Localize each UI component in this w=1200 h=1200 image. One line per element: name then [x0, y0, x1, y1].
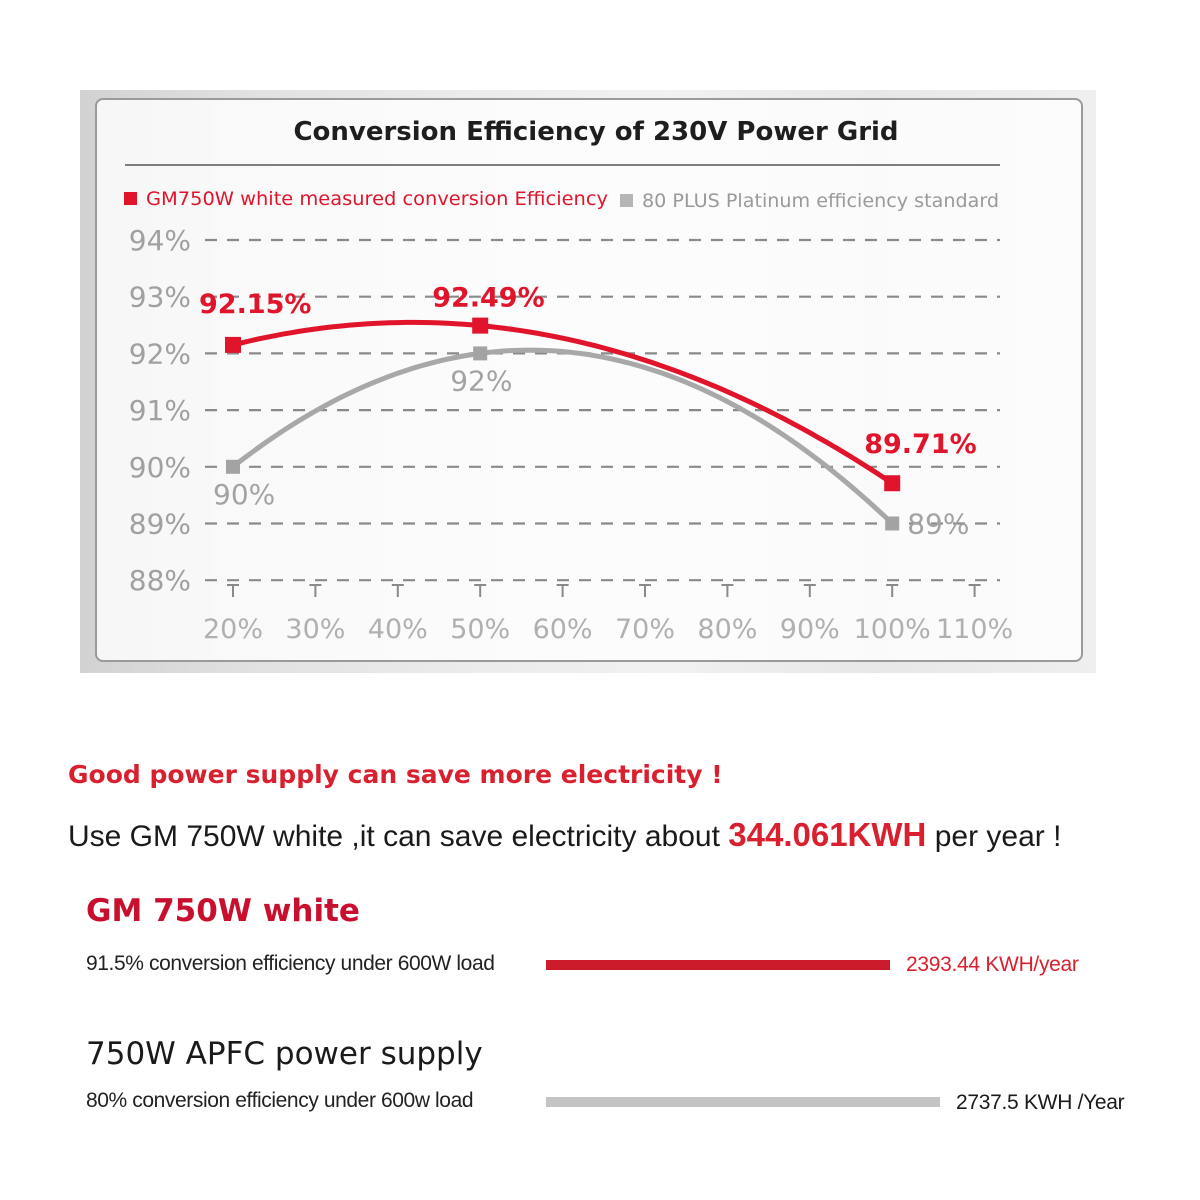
platinum-data-label: 89% [907, 508, 969, 541]
x-tick-label: 60% [533, 614, 593, 645]
gm750w-data-label: 89.71% [864, 429, 976, 460]
x-tick-label: 90% [780, 614, 840, 645]
y-tick-label: 90% [129, 451, 191, 484]
platinum-data-label: 92% [450, 364, 512, 397]
x-tick-label: 50% [450, 614, 510, 645]
x-tick-label: 70% [615, 614, 675, 645]
legend-swatch-gm750w [124, 192, 137, 205]
apfc-title: 750W APFC power supply [86, 1036, 483, 1072]
x-tick-label: 110% [936, 614, 1013, 645]
apfc-consumption-bar [546, 1097, 940, 1107]
gm750w-consumption-bar [546, 960, 890, 970]
platinum-point-marker [885, 516, 900, 531]
y-tick-label: 93% [129, 281, 191, 314]
gm750w-point-marker [472, 317, 489, 334]
legend-label-gm750w: GM750W white measured conversion Efficie… [146, 188, 608, 210]
gm750w-point-marker [225, 336, 241, 353]
x-tick-label: 100% [854, 614, 931, 645]
apfc-consumption-value: 2737.5 KWH /Year [956, 1091, 1125, 1114]
y-tick-label: 91% [129, 394, 191, 427]
y-tick-label: 92% [129, 337, 191, 370]
platinum-point-marker [226, 459, 240, 474]
gm750w-efficiency-line [232, 319, 894, 486]
legend-swatch-platinum [620, 194, 633, 207]
chart-title: Conversion Efficiency of 230V Power Grid [293, 117, 898, 147]
chart-panel [95, 98, 1083, 662]
x-tick-label: 20% [203, 614, 263, 645]
gm750w-data-label: 92.15% [199, 289, 311, 320]
y-tick-label: 94% [129, 224, 191, 257]
promo-savings-value: 344.061KWH [728, 816, 927, 853]
x-tick-label: 80% [697, 614, 757, 645]
x-tick-label: 40% [368, 614, 428, 645]
gm750w-consumption-value: 2393.44 KWH/year [906, 953, 1079, 976]
efficiency-chart: Conversion Efficiency of 230V Power Grid… [124, 117, 1013, 645]
gm750w-point-marker [884, 475, 901, 492]
y-tick-label: 89% [129, 508, 191, 541]
gm750w-title: GM 750W white [86, 893, 360, 929]
platinum-standard-line [231, 347, 894, 526]
gm750w-efficiency-label: 91.5% conversion efficiency under 600W l… [86, 952, 495, 975]
apfc-efficiency-label: 80% conversion efficiency under 600w loa… [86, 1089, 474, 1112]
gm750w-data-label: 92.49% [432, 283, 544, 314]
platinum-data-label: 90% [213, 478, 275, 511]
promo-headline: Good power supply can save more electric… [68, 760, 723, 789]
promo-sub-prefix: Use GM 750W white ,it can save electrici… [68, 820, 729, 853]
legend-label-platinum: 80 PLUS Platinum efficiency standard [642, 190, 999, 212]
platinum-point-marker [473, 346, 488, 361]
x-tick-label: 30% [285, 614, 345, 645]
promo-subline: Use GM 750W white ,it can save electrici… [68, 816, 1061, 854]
promo-sub-suffix: per year ! [926, 820, 1062, 853]
y-tick-label: 88% [129, 564, 191, 597]
